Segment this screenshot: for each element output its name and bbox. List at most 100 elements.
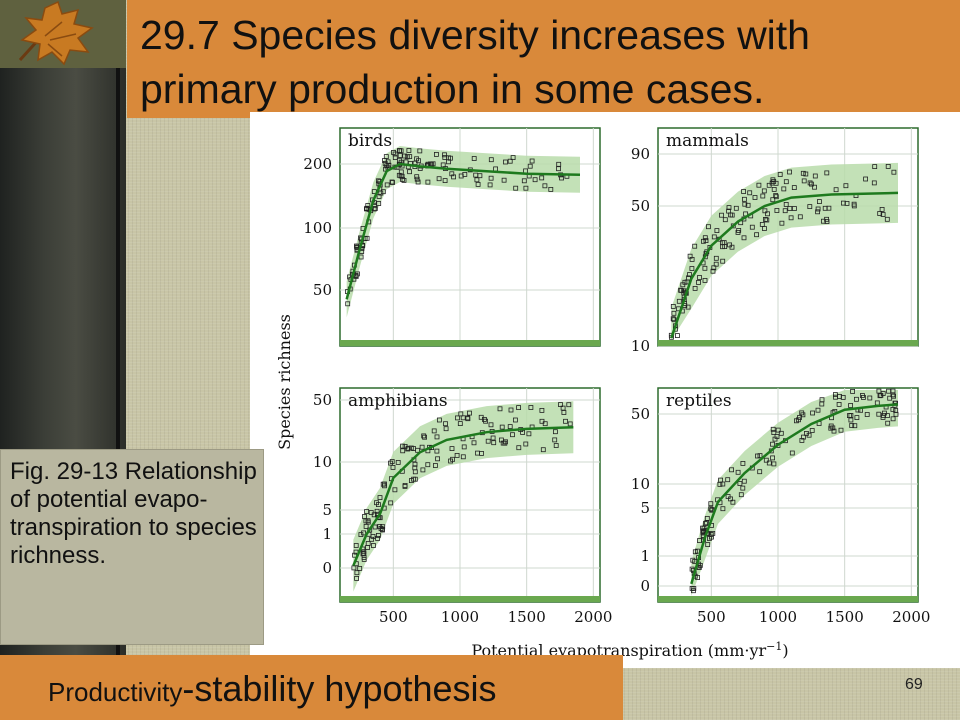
data-point: [362, 514, 367, 519]
data-point: [358, 532, 364, 538]
data-point: [838, 427, 844, 433]
data-point: [791, 185, 797, 190]
data-point: [725, 494, 731, 499]
data-point: [458, 173, 464, 179]
y-tick-label: 90: [631, 145, 650, 163]
data-point: [676, 298, 682, 304]
data-point: [392, 487, 398, 493]
data-point: [402, 443, 408, 449]
y-tick-label: 0: [322, 559, 332, 577]
data-point: [803, 171, 809, 177]
data-point: [414, 156, 420, 162]
x-tick-label: 1000: [759, 608, 797, 626]
data-point: [797, 214, 803, 220]
slide-number: 69: [905, 676, 923, 693]
data-point: [420, 467, 426, 473]
x-tick-label: 2000: [892, 608, 930, 626]
data-point: [778, 430, 784, 436]
data-point: [720, 506, 726, 512]
data-point: [567, 421, 573, 427]
data-point: [741, 235, 747, 241]
data-point: [708, 531, 714, 537]
data-point: [460, 454, 466, 460]
footer-text: Productivity-stability hypothesis: [48, 668, 497, 710]
data-point: [893, 411, 899, 417]
data-point: [361, 556, 367, 562]
data-point: [729, 467, 735, 473]
data-point: [414, 174, 420, 180]
data-point: [864, 412, 870, 417]
data-point: [442, 155, 448, 160]
data-point: [405, 446, 411, 452]
data-point: [425, 462, 431, 468]
data-point: [471, 440, 477, 446]
data-point: [713, 255, 719, 261]
data-point: [885, 413, 890, 419]
data-point: [789, 450, 795, 456]
data-point: [764, 217, 770, 223]
data-point: [815, 209, 820, 215]
data-point: [742, 201, 748, 207]
data-point: [697, 275, 702, 280]
data-point: [890, 388, 896, 394]
chart-panel-mammals: mammals 10 50 90: [631, 127, 919, 355]
data-point: [747, 190, 753, 196]
figure-caption: Fig. 29-13 Relationship of potential eva…: [10, 458, 257, 569]
data-point: [718, 477, 724, 483]
y-tick-label: 5: [322, 501, 332, 519]
data-point: [488, 175, 494, 181]
caption-box: Fig. 29-13 Relationship of potential eva…: [0, 449, 264, 645]
data-point: [729, 244, 735, 250]
data-point: [824, 216, 829, 222]
chart-panel-birds: birds 50 100 200: [303, 127, 601, 347]
data-point: [516, 445, 522, 451]
trend-line: [345, 162, 581, 300]
data-point: [435, 456, 441, 462]
data-point: [710, 268, 716, 274]
x-tick-label: 2000: [574, 608, 612, 626]
y-tick-label: 50: [313, 391, 332, 409]
data-point: [398, 173, 404, 179]
data-point: [461, 444, 467, 450]
data-point: [850, 388, 855, 394]
data-point: [559, 175, 565, 181]
data-point: [432, 463, 438, 468]
data-point: [510, 155, 516, 160]
data-point: [770, 455, 775, 461]
data-point: [711, 234, 717, 240]
data-point: [754, 232, 760, 238]
data-point: [508, 407, 514, 413]
data-point: [401, 178, 407, 183]
data-point: [812, 184, 817, 190]
data-point: [879, 207, 885, 212]
data-point: [354, 575, 359, 581]
data-point: [777, 172, 783, 177]
data-point: [425, 179, 431, 185]
data-point: [400, 177, 405, 182]
data-point: [357, 565, 363, 571]
data-point: [457, 421, 463, 427]
data-point: [792, 206, 797, 211]
data-point: [447, 155, 453, 161]
data-point: [412, 461, 418, 467]
panel-title: mammals: [666, 131, 749, 151]
data-point: [761, 188, 767, 194]
data-point: [371, 512, 377, 518]
data-point: [772, 436, 778, 442]
data-point: [450, 456, 456, 462]
data-point: [884, 216, 890, 222]
y-axis-label: Species richness: [275, 314, 294, 450]
trend-line: [690, 403, 899, 585]
data-point: [443, 421, 448, 427]
y-tick-label: 10: [313, 453, 332, 471]
data-point: [670, 303, 676, 309]
data-point: [670, 316, 676, 322]
data-point: [460, 415, 466, 421]
data-point: [475, 450, 480, 456]
data-point: [708, 501, 714, 507]
data-point: [847, 413, 852, 419]
data-point: [745, 202, 751, 208]
data-point: [692, 243, 698, 249]
data-point: [527, 163, 533, 169]
data-point: [433, 152, 439, 157]
